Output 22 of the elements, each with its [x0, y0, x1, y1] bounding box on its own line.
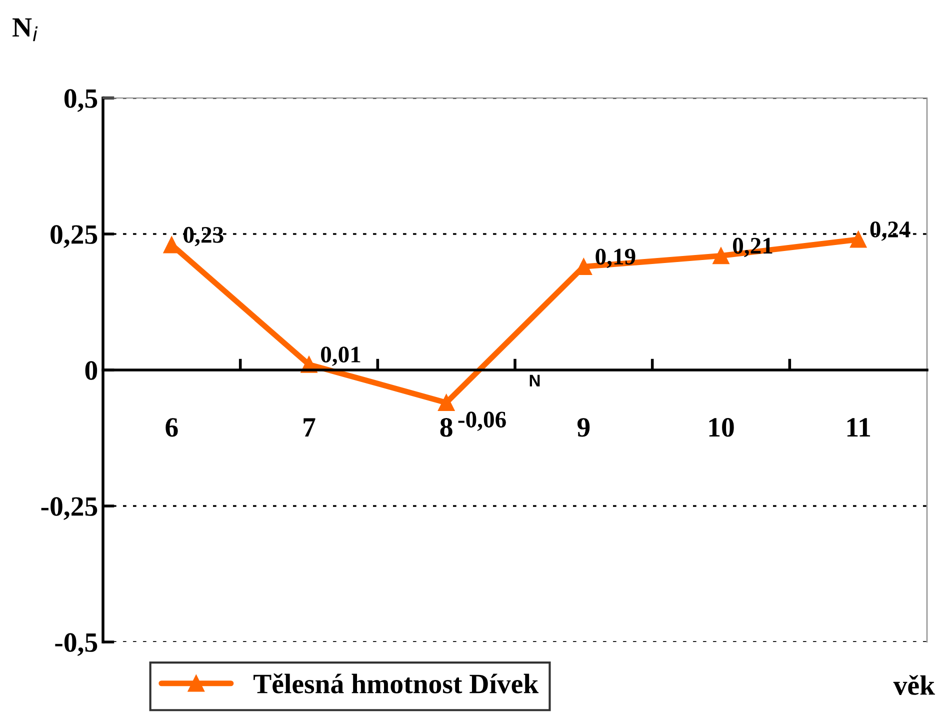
x-tick-label: 11: [847, 418, 870, 436]
y-tick-label: -0,5: [55, 633, 98, 656]
x-tick-label: 6: [166, 418, 178, 437]
x-tick-label: 9: [577, 418, 590, 437]
y-tick-label: -0,25: [41, 497, 98, 520]
data-label: -0,06: [458, 412, 506, 432]
y-axis-title: N$_{i}$: [12, 18, 38, 42]
point: [850, 231, 867, 248]
y-tick-label: 0,5: [64, 89, 98, 112]
data-label: 0,23: [184, 226, 224, 246]
x-tick-label: 8: [440, 418, 452, 437]
y-tick-label: 0: [85, 361, 98, 380]
point: [712, 247, 730, 264]
y-tick-label: 0,25: [50, 225, 98, 248]
legend-label: Tělesná hmotnost Dívek: [254, 673, 539, 694]
data-label: 0,01: [321, 346, 360, 366]
annotation: N: [530, 374, 540, 386]
point: [438, 394, 455, 411]
x-tick-label: 10: [709, 418, 734, 437]
x-tick-label: 7: [304, 418, 316, 436]
data-label: 0,24: [870, 221, 910, 241]
x-axis-title: věk: [893, 675, 935, 695]
